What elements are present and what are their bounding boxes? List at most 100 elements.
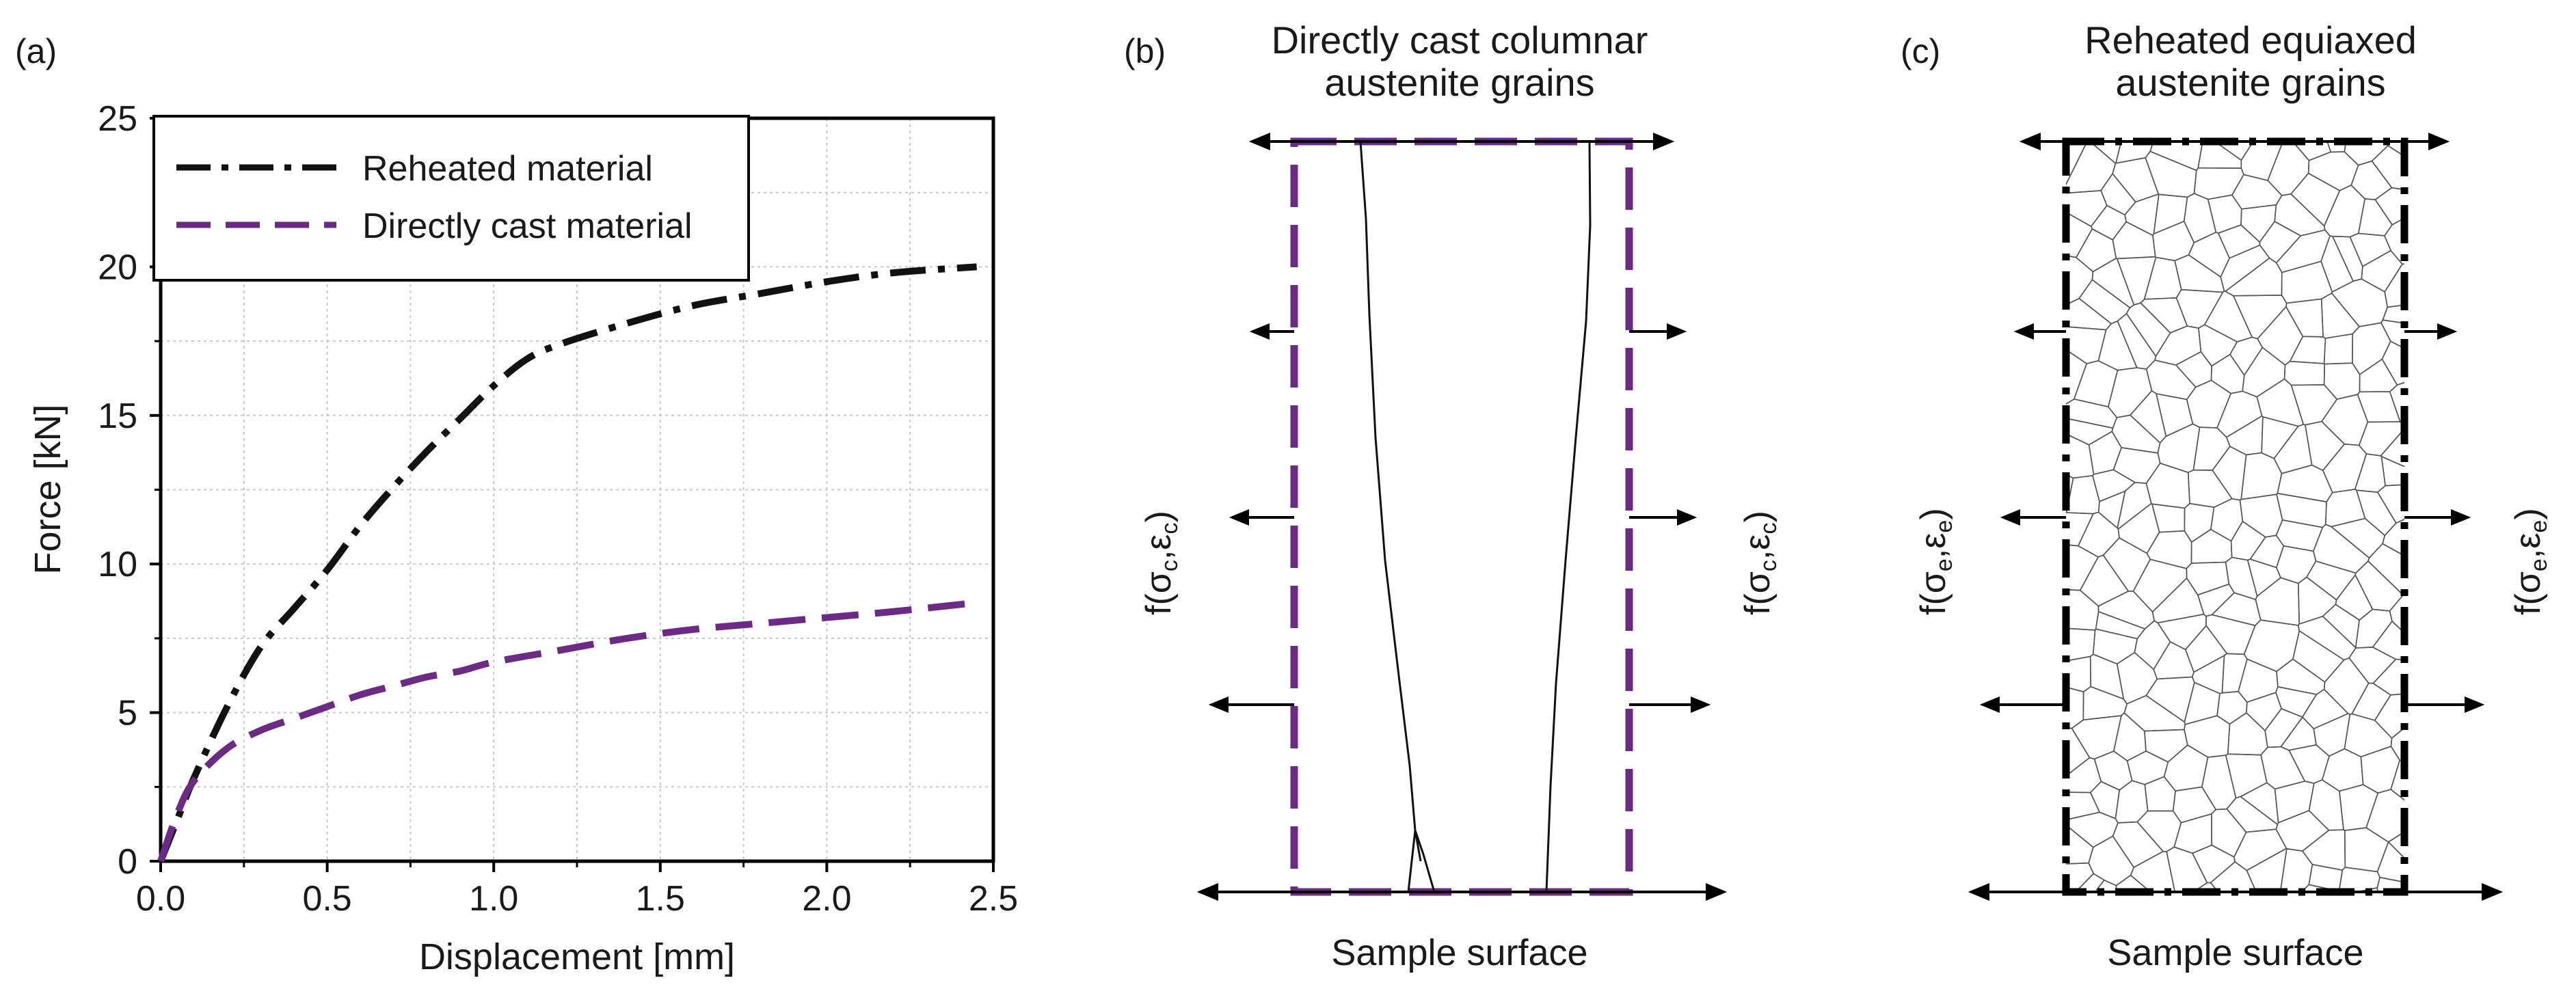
x-axis-label: Displacement [mm]: [419, 936, 735, 977]
grain-cell: [2066, 686, 2084, 729]
grain-cell: [2374, 187, 2404, 226]
grain-cell: [2339, 784, 2379, 831]
grain-cell: [2075, 228, 2117, 273]
grain-cell: [2231, 174, 2283, 210]
x-tick-label: 0.5: [302, 879, 351, 919]
grain-cell: [2190, 528, 2233, 564]
grain-cell: [2210, 353, 2245, 394]
grain-cell: [2320, 292, 2361, 339]
grain-cell: [2151, 503, 2186, 533]
x-tick-label: 2.5: [969, 879, 1018, 919]
grain-cell: [2184, 502, 2215, 543]
grain-cell: [2348, 646, 2397, 684]
grain-cell: [2217, 224, 2261, 259]
x-tick-label: 0.0: [136, 879, 185, 919]
grain-cell: [2351, 682, 2391, 721]
grain-cell: [2224, 257, 2283, 297]
grain-cell: [2145, 150, 2197, 198]
grain-cell: [2227, 712, 2268, 756]
grain-cell: [2382, 304, 2404, 324]
grain-cell: [2275, 809, 2330, 852]
grain-cell: [2276, 492, 2327, 528]
grain-cell: [2358, 421, 2404, 457]
x-tick-label: 1.5: [636, 879, 685, 919]
grain-cell: [2229, 336, 2264, 377]
grain-cell: [2175, 288, 2224, 329]
grain-cell: [2112, 447, 2161, 485]
grain-cell: [2092, 628, 2138, 665]
grain-cell: [2376, 876, 2404, 892]
grain-cell: [2240, 452, 2283, 500]
grain-cell: [2154, 325, 2202, 366]
grain-cell: [2344, 827, 2389, 873]
y-tick-label: 15: [98, 396, 137, 436]
grain-cell: [2283, 360, 2326, 386]
grain-cell: [2066, 475, 2100, 515]
y-tick-label: 10: [98, 545, 137, 584]
grain-cell: [2290, 384, 2338, 426]
legend-label-reheated: Reheated material: [362, 149, 653, 189]
grain-cell: [2117, 481, 2152, 530]
grain-cell: [2261, 416, 2300, 459]
grain-cell: [2107, 367, 2153, 418]
grain-cell: [2323, 657, 2370, 716]
grain-cell: [2382, 519, 2404, 557]
grain-cell: [2112, 821, 2164, 869]
grain-cell: [2301, 884, 2340, 892]
grain-cell: [2192, 882, 2219, 892]
grain-cell: [2285, 298, 2324, 338]
grain-cell: [2305, 560, 2357, 601]
grain-cell: [2331, 235, 2363, 282]
equiaxed-func-right: f(σe,εe): [2508, 508, 2552, 615]
y-tick-label: 5: [118, 694, 137, 733]
grain-cell: [2193, 167, 2244, 200]
grain-cell: [2238, 658, 2279, 703]
grain-cell: [2115, 874, 2151, 892]
grain-cell: [2203, 290, 2253, 342]
y-tick-label: 0: [118, 842, 137, 882]
grain-cell: [2276, 658, 2326, 695]
grain-cell: [2232, 295, 2287, 340]
x-tick-label: 2.0: [802, 879, 851, 919]
grain-cell: [2376, 841, 2404, 883]
legend: Reheated material Directly cast material: [152, 115, 750, 282]
grain-cell: [2376, 484, 2404, 524]
grain-cell: [2126, 750, 2169, 785]
grain-cell: [2212, 446, 2247, 501]
panel-c-title-line2: austenite grains: [2115, 61, 2385, 104]
grain-cell: [2184, 715, 2231, 758]
grain-cell: [2145, 360, 2197, 401]
panel-b-title-line2: austenite grains: [1324, 61, 1594, 104]
grain-cell: [2324, 488, 2366, 528]
grain-cell: [2230, 520, 2266, 561]
grain-cell: [2313, 713, 2351, 757]
chart-series: [157, 263, 978, 863]
grain-cell: [2191, 654, 2225, 694]
grain-cell: [2335, 573, 2374, 621]
grain-cell: [2140, 297, 2188, 334]
grain-cell: [2192, 426, 2231, 471]
grain-cell: [2145, 462, 2190, 509]
grain-cell: [2292, 141, 2332, 161]
grain-cell: [2384, 263, 2404, 308]
grain-cell: [2216, 390, 2263, 438]
grain-cell: [2225, 415, 2264, 456]
grain-cell: [2257, 306, 2304, 366]
grain-cell: [2255, 577, 2300, 626]
grain-cell: [2207, 194, 2242, 234]
grain-cell: [2323, 333, 2354, 365]
grain-cell: [2082, 686, 2128, 721]
grain-cell: [2357, 391, 2401, 423]
grain-cell: [2264, 707, 2303, 748]
grain-cell: [2242, 347, 2286, 398]
equiaxed-stress-arrows: [1968, 133, 2504, 901]
grain-cell: [2092, 469, 2136, 502]
grain-cell: [2097, 591, 2155, 630]
legend-box: [152, 115, 750, 282]
equiaxed-grain-network: [2066, 141, 2404, 892]
panel-b-title-line1: Directly cast columnar: [1272, 18, 1648, 62]
grain-cell: [2297, 615, 2357, 661]
grain-cell: [2071, 715, 2122, 760]
grain-cell: [2225, 753, 2268, 799]
